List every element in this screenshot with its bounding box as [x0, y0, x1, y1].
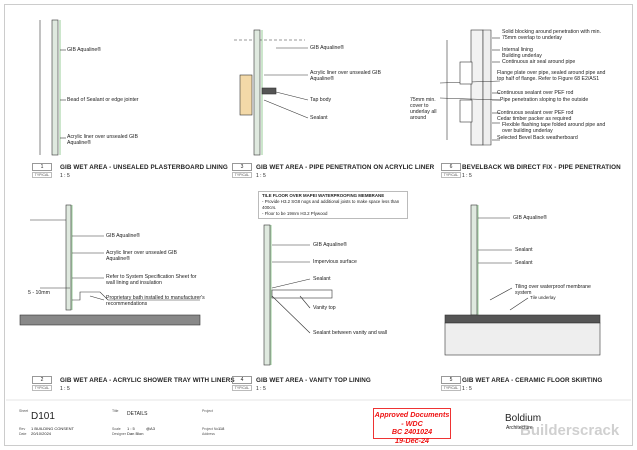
drawn-label: Designer [112, 432, 127, 436]
scale: 1 : 5 [127, 426, 135, 431]
label: 5 - 10mm [28, 290, 50, 296]
title-label: Title [112, 409, 119, 413]
label: Solid blocking around penetration with m… [502, 29, 601, 41]
typical-tag: TYPICAL [441, 172, 461, 178]
label: Continuous sealant over PEF rod [497, 90, 574, 96]
note-heading: TILE FLOOR OVER MAPEI WATERPROOFING MEMB… [262, 193, 385, 198]
label: Proprietary bath installed to manufactur… [106, 295, 205, 307]
sheet-number: D101 [31, 411, 55, 422]
floor-note: TILE FLOOR OVER MAPEI WATERPROOFING MEMB… [258, 191, 408, 219]
label: Refer to System Specification Sheet for … [106, 274, 197, 286]
stamp-line: BC 2401024 [391, 427, 433, 436]
label: Sealant [313, 276, 331, 282]
detail-number: 5 [441, 376, 461, 384]
detail-title: GIB WET AREA - ACRYLIC SHOWER TRAY WITH … [60, 377, 235, 384]
detail-title: BEVELBACK WB DIRECT FIX - PIPE PENETRATI… [462, 164, 621, 171]
label: Sealant [515, 247, 533, 253]
paper-size: @A3 [146, 426, 155, 431]
label: Flange plate over pipe, sealed around pi… [497, 70, 606, 82]
label: Impervious surface [313, 259, 357, 265]
rev-label: Rev [19, 427, 26, 431]
label: Sealant [310, 115, 328, 121]
label: Vanity top [313, 305, 336, 311]
typical-tag: TYPICAL [232, 385, 252, 391]
detail-title: GIB WET AREA - UNSEALED PLASTERBOARD LIN… [60, 164, 228, 171]
detail-scale: 1 : 5 [462, 173, 472, 179]
detail-number: 4 [232, 376, 252, 384]
label: Selected Bevel Back weatherboard [497, 135, 578, 141]
label: Flexible flashing tape folded around pip… [502, 122, 606, 134]
label: Continuous air seal around pipe [502, 59, 576, 65]
revision: 1 BUILDING CONSENT [31, 426, 74, 431]
label: Tap body [310, 97, 332, 103]
label: Sealant [515, 260, 533, 266]
detail-4-drawing [263, 224, 333, 366]
detail-scale: 1 : 5 [60, 173, 70, 179]
detail-2-drawing [19, 204, 201, 326]
label: Tile underlay [530, 295, 556, 300]
detail-1-drawing [39, 19, 66, 156]
note-item: - Floor to be 19mm H3.2 Plywood [262, 211, 328, 216]
scale-label: Scale [112, 427, 121, 431]
label: Tiling over waterproof membrane system [515, 284, 591, 296]
project-number: 118 [218, 426, 225, 431]
drawing-sheet [4, 4, 633, 446]
detail-title: GIB WET AREA - CERAMIC FLOOR SKIRTING [462, 377, 603, 384]
address-label: Address [202, 432, 215, 436]
designer: Dan Blon [127, 431, 144, 436]
project-label: Project [202, 409, 213, 413]
detail-number: 3 [232, 163, 252, 171]
detail-3-drawing [234, 29, 309, 156]
label: Bead of Sealant or edge jointer [67, 97, 139, 103]
label: GIB Aqualine® [313, 242, 348, 248]
label: Acrylic liner over unsealed GIB Aqualine… [67, 134, 138, 146]
brand-logo: Boldium [505, 413, 542, 424]
detail-5-drawing [444, 204, 601, 356]
label: 75mm min. cover to underlay all around [410, 97, 437, 121]
watermark: Builderscrack [520, 422, 620, 439]
detail-scale: 1 : 5 [256, 386, 266, 392]
label: Sealant between vanity and wall [313, 330, 388, 336]
detail-number: 6 [441, 163, 461, 171]
label: Acrylic liner over unsealed GIB Aqualine… [106, 250, 177, 262]
label: Cedar timber packer as required [497, 116, 572, 122]
stamp-line: Approved Documents - WDC [374, 410, 450, 428]
stamp-line: 19-Dec-24 [395, 435, 429, 445]
project-no-label: Project No [202, 427, 219, 431]
date-label: Date [19, 432, 27, 436]
label: Pipe penetration sloping to the outside [500, 97, 589, 103]
typical-tag: TYPICAL [32, 385, 52, 391]
typical-tag: TYPICAL [232, 172, 252, 178]
detail-title: GIB WET AREA - VANITY TOP LINING [256, 377, 371, 384]
sheet-label: Sheet [19, 409, 29, 413]
detail-scale: 1 : 5 [60, 386, 70, 392]
detail-6-drawing [439, 29, 501, 146]
detail-number: 1 [32, 163, 52, 171]
date: 20/10/2024 [31, 431, 52, 436]
label: GIB Aqualine® [106, 233, 141, 239]
detail-scale: 1 : 5 [462, 386, 472, 392]
label: Building underlay [502, 53, 542, 59]
label: Continuous sealant over PEF rod [497, 110, 574, 116]
brand-sub: Architecture [506, 425, 533, 431]
typical-tag: TYPICAL [32, 172, 52, 178]
label: GIB Aqualine® [67, 47, 102, 53]
approval-stamp: Approved Documents - WDC BC 2401024 19-D… [373, 408, 451, 444]
note-item: - Provide H3.2 SG8 nogs and additional j… [262, 199, 400, 210]
label: GIB Aqualine® [513, 215, 548, 221]
typical-tag: TYPICAL [441, 385, 461, 391]
label: Internal lining [502, 47, 533, 53]
detail-scale: 1 : 5 [256, 173, 266, 179]
detail-title: GIB WET AREA - PIPE PENETRATION ON ACRYL… [256, 164, 435, 171]
detail-number: 2 [32, 376, 52, 384]
sheet-title: DETAILS [127, 411, 148, 417]
label: Acrylic liner over unsealed GIB Aqualine… [310, 70, 381, 82]
label: GIB Aqualine® [310, 45, 345, 51]
